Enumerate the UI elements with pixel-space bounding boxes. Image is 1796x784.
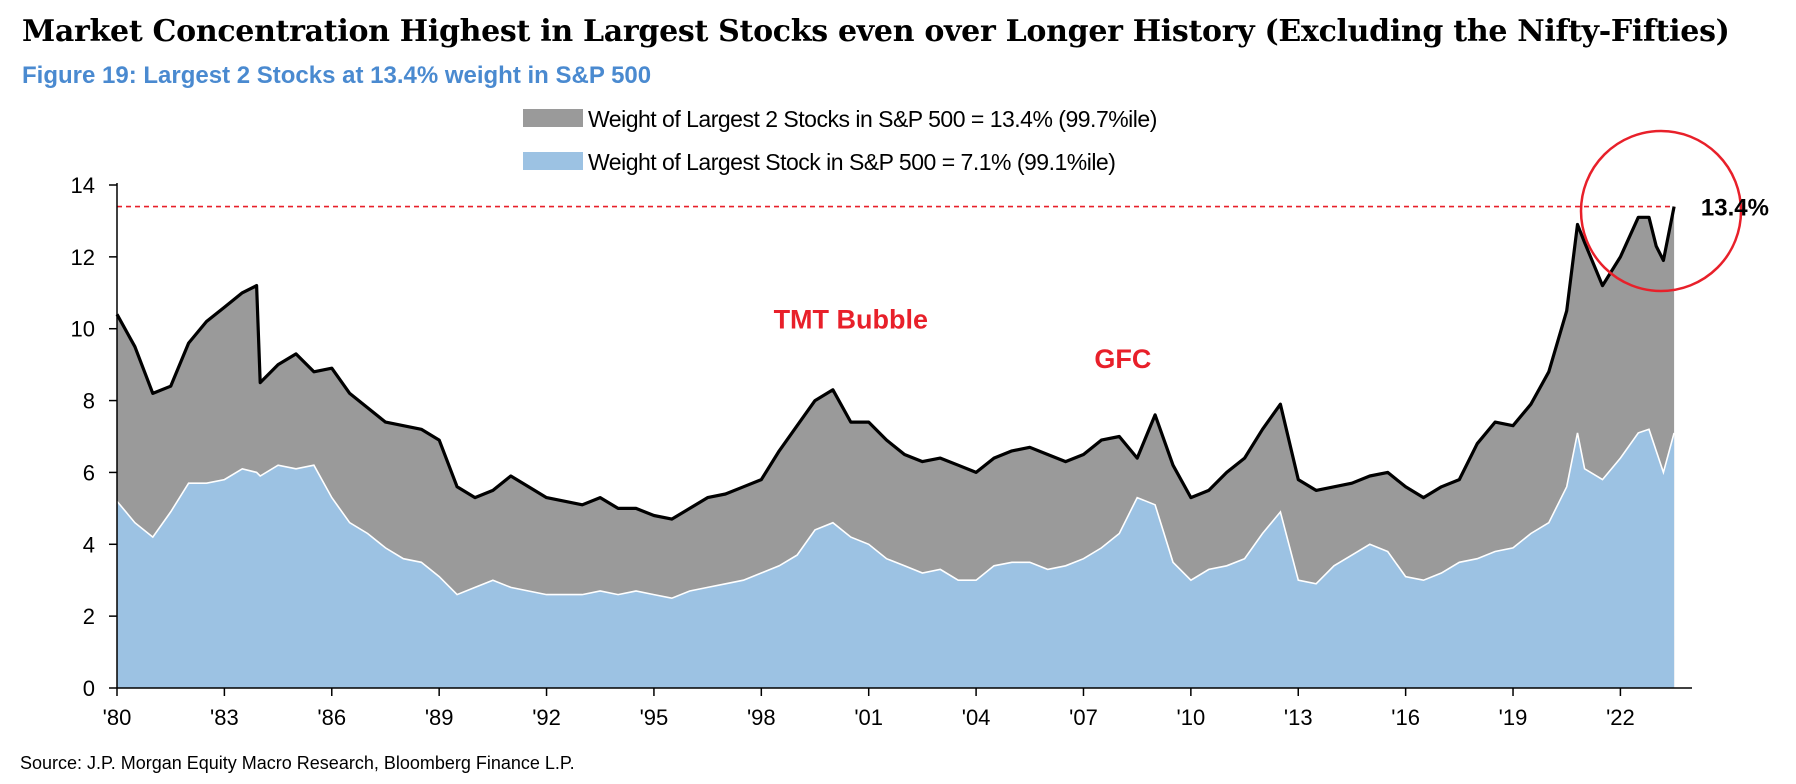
y-tick-label: 10 (71, 317, 95, 342)
y-tick-label: 6 (83, 460, 95, 485)
x-tick-label: '10 (1177, 705, 1206, 730)
legend-label-largest-1: Weight of Largest Stock in S&P 500 = 7.1… (588, 149, 1115, 175)
y-tick-label: 8 (83, 389, 95, 414)
annotation-tmt-bubble: TMT Bubble (774, 305, 928, 335)
x-tick-label: '98 (747, 705, 776, 730)
x-tick-label: '13 (1284, 705, 1313, 730)
x-tick-label: '86 (317, 705, 346, 730)
y-tick-label: 2 (83, 604, 95, 629)
page-title: Market Concentration Highest in Largest … (22, 14, 1730, 49)
x-tick-label: '95 (640, 705, 669, 730)
series-largest-2-line (115, 206, 1676, 521)
series-largest-1-area (117, 429, 1675, 688)
x-tick-label: '07 (1069, 705, 1098, 730)
x-tick-label: '19 (1499, 705, 1528, 730)
y-tick-label: 4 (83, 532, 95, 557)
x-tick-label: '04 (962, 705, 991, 730)
chart-areas (115, 205, 1676, 688)
annotation-latest-value: 13.4% (1701, 195, 1769, 222)
legend-swatch-largest-1 (523, 152, 583, 170)
series-largest-1-line (116, 428, 1675, 600)
figure-subtitle: Figure 19: Largest 2 Stocks at 13.4% wei… (22, 62, 652, 89)
legend-label-largest-2: Weight of Largest 2 Stocks in S&P 500 = … (588, 106, 1157, 132)
y-tick-label: 0 (83, 676, 95, 701)
chart-axes: 0 2 4 6 8 10 12 14 '80 '83 '86 '89 '92 '95 '98 '01 '04 '0… (71, 173, 1692, 730)
source-note: Source: J.P. Morgan Equity Macro Researc… (20, 753, 575, 773)
x-tick-label: '92 (532, 705, 561, 730)
x-tick-label: '80 (103, 705, 132, 730)
highlight-circle (1579, 129, 1743, 293)
y-tick-label: 14 (71, 173, 95, 198)
legend-swatch-largest-2 (523, 109, 583, 127)
x-tick-label: '01 (854, 705, 883, 730)
annotation-gfc: GFC (1094, 344, 1151, 374)
x-tick-label: '83 (210, 705, 239, 730)
x-tick-label: '22 (1606, 705, 1635, 730)
chart-annotations: TMT Bubble GFC 13.4% (774, 129, 1769, 374)
chart-legend: Weight of Largest 2 Stocks in S&P 500 = … (523, 106, 1157, 175)
x-tick-label: '89 (425, 705, 454, 730)
y-tick-label: 12 (71, 245, 95, 270)
x-tick-label: '16 (1391, 705, 1420, 730)
